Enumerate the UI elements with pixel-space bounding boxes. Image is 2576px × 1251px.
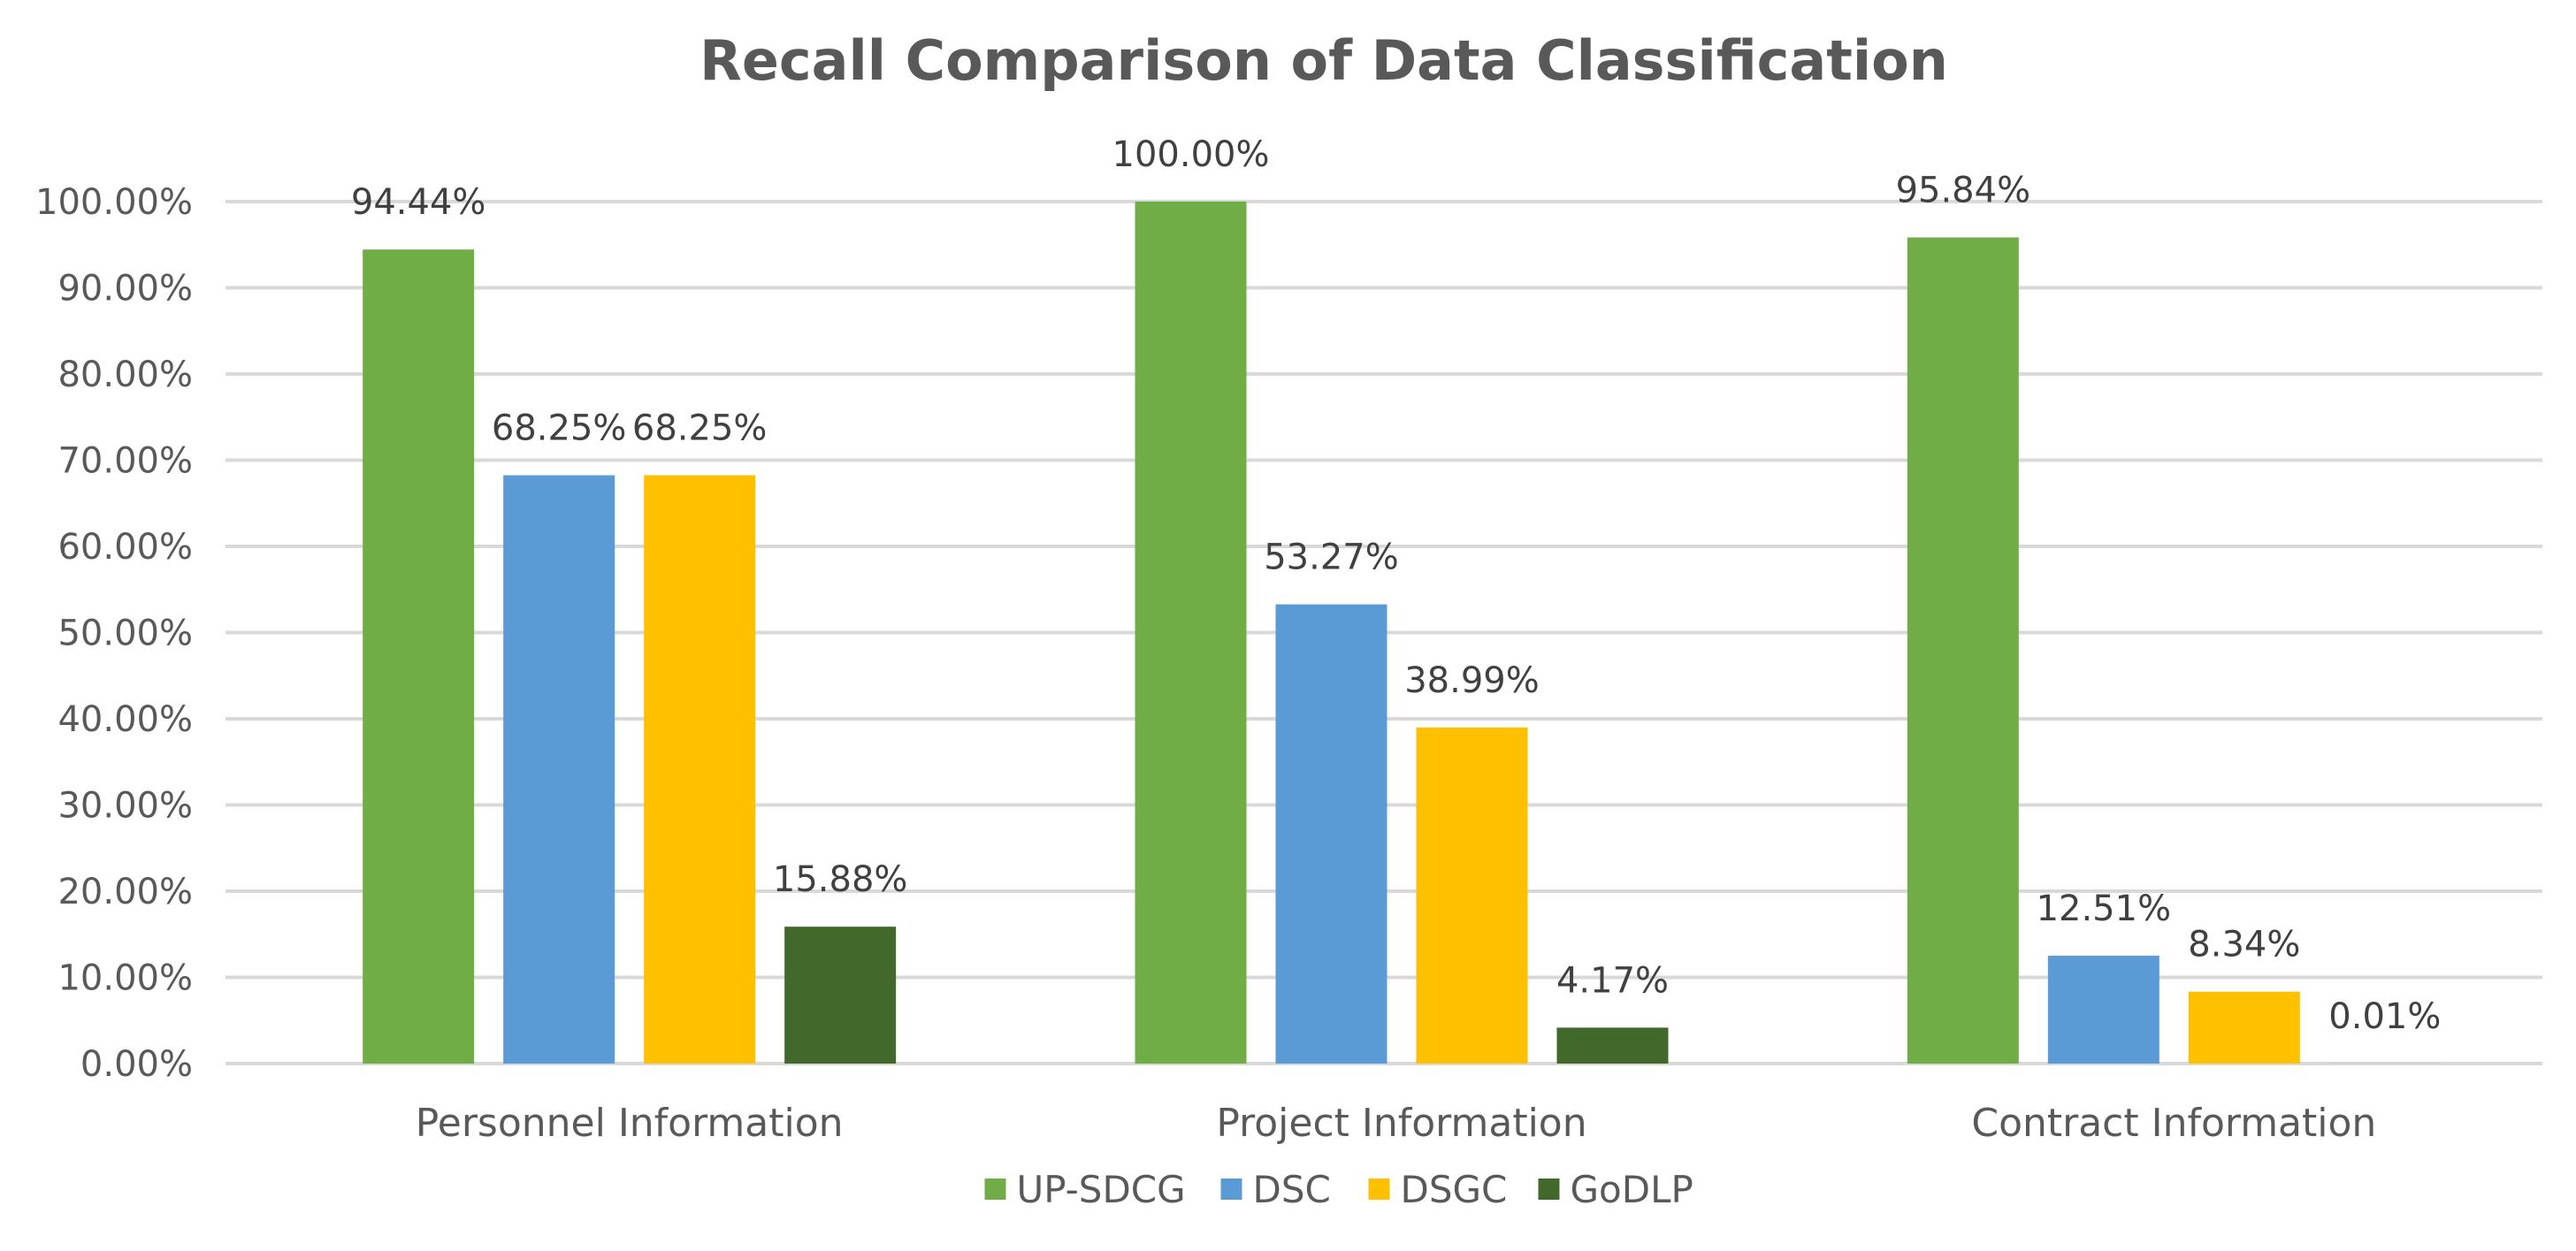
y-tick-label: 70.00% bbox=[57, 441, 193, 482]
data-label: 68.25% bbox=[492, 408, 627, 449]
bar-dsgc-0[interactable] bbox=[644, 475, 756, 1064]
y-tick-label: 0.00% bbox=[80, 1044, 193, 1085]
bar-godlp-1[interactable] bbox=[1556, 1027, 1669, 1064]
bar-dsgc-2[interactable] bbox=[2188, 991, 2300, 1064]
bar-up-sdcg-0[interactable] bbox=[363, 249, 475, 1064]
y-tick-label: 100.00% bbox=[35, 182, 193, 223]
legend-item-up-sdcg[interactable]: UP-SDCG bbox=[984, 1168, 1186, 1211]
x-category-label: Project Information bbox=[1216, 1101, 1586, 1146]
legend-item-dsgc[interactable]: DSGC bbox=[1368, 1168, 1508, 1211]
data-label: 12.51% bbox=[2037, 889, 2172, 929]
data-label: 94.44% bbox=[351, 182, 486, 223]
bar-dsc-1[interactable] bbox=[1275, 604, 1387, 1064]
legend-swatch bbox=[1368, 1179, 1390, 1200]
data-label: 4.17% bbox=[1556, 960, 1669, 1001]
y-tick-label: 10.00% bbox=[57, 958, 193, 999]
legend-swatch bbox=[1538, 1179, 1560, 1200]
y-tick-label: 20.00% bbox=[57, 872, 193, 912]
legend-label: GoDLP bbox=[1571, 1168, 1693, 1211]
data-label: 68.25% bbox=[632, 408, 768, 449]
legend-item-dsc[interactable]: DSC bbox=[1220, 1168, 1331, 1211]
legend-swatch bbox=[1220, 1179, 1242, 1200]
data-label: 8.34% bbox=[2188, 925, 2300, 965]
bar-up-sdcg-2[interactable] bbox=[1907, 237, 2019, 1064]
data-label: 95.84% bbox=[1896, 171, 2031, 211]
data-label: 38.99% bbox=[1404, 660, 1540, 701]
y-tick-label: 50.00% bbox=[57, 614, 193, 654]
y-tick-label: 90.00% bbox=[57, 269, 193, 309]
bar-up-sdcg-1[interactable] bbox=[1135, 202, 1247, 1064]
bar-godlp-0[interactable] bbox=[784, 927, 897, 1064]
x-category-label: Contract Information bbox=[1971, 1101, 2376, 1146]
legend-swatch bbox=[984, 1179, 1006, 1200]
bar-dsc-0[interactable] bbox=[503, 475, 615, 1064]
x-axis-categories: Personnel Information Project Information… bbox=[416, 1101, 2377, 1146]
data-label: 53.27% bbox=[1264, 538, 1399, 578]
bars bbox=[363, 202, 2441, 1064]
y-tick-label: 80.00% bbox=[57, 355, 193, 395]
legend[interactable]: UP-SDCG DSC DSGC GoDLP bbox=[984, 1168, 1693, 1211]
chart-title: Recall Comparison of Data Classification bbox=[699, 28, 1948, 93]
bar-dsgc-1[interactable] bbox=[1416, 727, 1528, 1064]
legend-label: DSC bbox=[1253, 1168, 1331, 1211]
y-tick-label: 60.00% bbox=[57, 527, 193, 568]
x-category-label: Personnel Information bbox=[416, 1101, 844, 1146]
data-label: 0.01% bbox=[2328, 996, 2441, 1037]
y-tick-label: 40.00% bbox=[57, 699, 193, 740]
y-axis-ticks: 0.00% 10.00% 20.00% 30.00% 40.00% 50.00% 60.00… bbox=[35, 182, 193, 1085]
legend-label: DSGC bbox=[1401, 1168, 1508, 1211]
legend-label: UP-SDCG bbox=[1017, 1168, 1186, 1211]
bar-dsc-2[interactable] bbox=[2047, 956, 2159, 1064]
legend-item-godlp[interactable]: GoDLP bbox=[1538, 1168, 1693, 1211]
data-label: 100.00% bbox=[1112, 134, 1270, 175]
y-tick-label: 30.00% bbox=[57, 786, 193, 827]
data-labels: 94.44% 68.25% 68.25% 15.88% 100.00% 53.27% 38.… bbox=[351, 134, 2441, 1037]
data-label: 15.88% bbox=[773, 859, 908, 900]
